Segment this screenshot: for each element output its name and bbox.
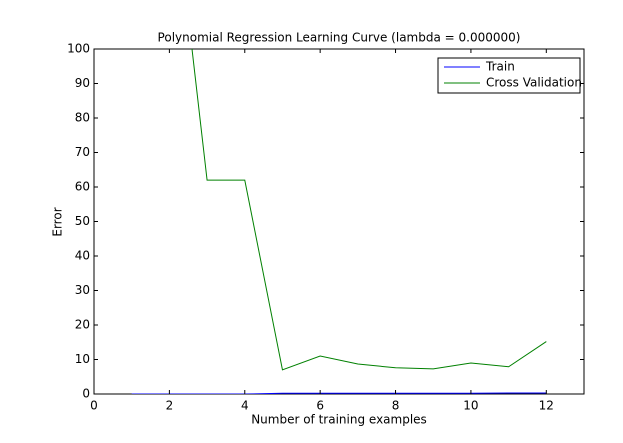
- x-tick-label: 10: [463, 399, 478, 413]
- x-axis-label: Number of training examples: [251, 413, 427, 427]
- y-tick-label: 100: [67, 42, 90, 56]
- legend-label: Train: [485, 60, 515, 74]
- x-tick-label: 12: [539, 399, 554, 413]
- legend-label: Cross Validation: [486, 76, 582, 90]
- y-tick-label: 80: [75, 111, 90, 125]
- legend-box: [437, 57, 581, 94]
- y-tick-label: 50: [75, 214, 90, 228]
- y-tick-label: 90: [75, 76, 90, 90]
- y-tick-label: 20: [75, 318, 90, 332]
- x-tick-label: 6: [316, 399, 324, 413]
- lines: [131, 49, 547, 394]
- series-line: [131, 392, 547, 394]
- y-tick-label: 70: [75, 145, 90, 159]
- x-tick-label: 0: [90, 399, 98, 413]
- y-tick-label: 30: [75, 283, 90, 297]
- plot-area: [93, 48, 585, 395]
- y-tick-label: 60: [75, 180, 90, 194]
- x-tick-label: 8: [392, 399, 400, 413]
- chart-title: Polynomial Regression Learning Curve (la…: [158, 31, 521, 45]
- y-tick-label: 10: [75, 352, 90, 366]
- y-axis-label: Error: [51, 207, 65, 236]
- x-tick-label: 2: [166, 399, 174, 413]
- series-line: [191, 49, 547, 371]
- y-tick-label: 40: [75, 249, 90, 263]
- x-tick-label: 4: [241, 399, 249, 413]
- y-tick-label: 0: [82, 387, 90, 401]
